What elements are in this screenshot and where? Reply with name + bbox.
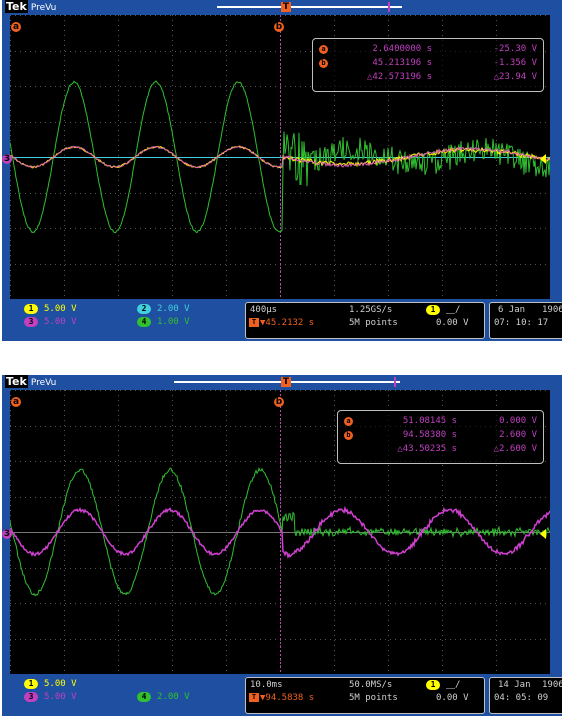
cursor-b-row: b 45.213196 s -1.356 V [313, 58, 543, 70]
trigger-source: 1 ⎽/ [426, 680, 460, 690]
ch3-scale[interactable]: 3 5.00 V [24, 692, 77, 703]
record-length: 5M points [349, 693, 398, 703]
cursor-a-badge: a [319, 45, 328, 54]
overview-window-marker [394, 377, 396, 387]
cursor-delta-time: △42.573196 s [366, 72, 432, 82]
ch4-trace [10, 467, 550, 597]
date-time-panel: 14 Jan 1906 04: 05: 09 [489, 677, 562, 714]
clock-time: 04: 05: 09 [494, 693, 549, 703]
cursor-a-time: 51.08145 s [402, 416, 457, 426]
cursor-b-time: 94.58380 s [402, 430, 457, 440]
year: 1906 [542, 305, 562, 315]
brand-logo: Tek PreVu [5, 375, 57, 388]
cursor-a-value: 0.000 V [499, 416, 537, 426]
trigger-level: 0.00 V [436, 693, 469, 703]
horizontal-trigger-panel[interactable]: 10.0ms 50.0MS/s T ▼94.5838 s 5M points 1 ⎽… [245, 677, 485, 714]
record-overview-bar [217, 6, 402, 8]
status-bar: 1 5.00 V 3 5.00 V 2 2.00 V 4 1.00 V 400µs 1.… [2, 300, 562, 341]
ch3-ground-marker[interactable]: 3 [2, 154, 12, 164]
waveform-display[interactable]: a 51.08145 s 0.000 V b 94.58380 s 2.600 … [10, 390, 550, 674]
waveform-graticule [10, 15, 550, 299]
cursor-delta-row: △42.573196 s △23.94 V [313, 72, 543, 84]
cursor-b-value: 2.600 V [499, 430, 537, 440]
ch2-scale[interactable]: 2 2.00 V [137, 304, 190, 315]
cursor-b-top-marker[interactable]: b [274, 22, 284, 32]
oscilloscope-screen-1: Tek PreVu T a 2.6400000 s -25.30 V b 45.2… [2, 0, 562, 341]
trigger-level-arrow-icon[interactable] [540, 154, 546, 164]
trigger-top-marker[interactable]: T [281, 377, 291, 387]
year: 1906 [542, 680, 562, 690]
trigger-icon: T [249, 318, 259, 327]
trigger-level: 0.00 V [436, 318, 469, 328]
ch4-scale[interactable]: 4 1.00 V [137, 317, 190, 328]
cursor-a-value: -25.30 V [493, 44, 537, 54]
waveform-graticule [10, 390, 550, 674]
horizontal-position: T ▼94.5838 s [249, 693, 314, 703]
date: 6 Jan [498, 305, 526, 315]
ch1-scale[interactable]: 1 5.00 V [24, 679, 77, 690]
top-bar: Tek PreVu T [2, 375, 562, 389]
cursor-a-badge: a [344, 417, 353, 426]
ch3-scale[interactable]: 3 5.00 V [24, 317, 77, 328]
cursor-b-time: 45.213196 s [372, 58, 432, 68]
oscilloscope-screen-2: Tek PreVu T a 51.08145 s 0.000 V b 94.583… [2, 375, 562, 716]
ch3-ground-marker[interactable]: 3 [2, 529, 12, 539]
cursor-readout: a 51.08145 s 0.000 V b 94.58380 s 2.600 … [337, 410, 544, 464]
status-bar: 1 5.00 V 3 5.00 V 4 2.00 V 10.0ms 50.0MS/s … [2, 675, 562, 716]
ch3-trace [10, 505, 550, 560]
reference-a-marker[interactable]: a [11, 22, 21, 32]
trigger-slope-icon: ⎽/ [446, 680, 461, 690]
ch3-trace [10, 145, 550, 169]
record-length: 5M points [349, 318, 398, 328]
brand-logo: Tek PreVu [5, 0, 57, 13]
trigger-level-arrow-icon[interactable] [540, 529, 546, 539]
cursor-delta-time: △43.50235 s [397, 444, 457, 454]
cursor-b-row: b 94.58380 s 2.600 V [338, 430, 543, 442]
ch4-scale[interactable]: 4 2.00 V [137, 692, 190, 703]
sample-rate: 50.0MS/s [349, 680, 393, 690]
cursor-b-value: -1.356 V [493, 58, 537, 68]
cursor-b-top-marker[interactable]: b [274, 397, 284, 407]
top-bar: Tek PreVu T [2, 0, 562, 14]
cursor-delta-value: △2.600 V [493, 444, 537, 454]
trigger-source: 1 ⎽/ [426, 305, 460, 315]
cursor-delta-row: △43.50235 s △2.600 V [338, 444, 543, 456]
timebase: 400µs [250, 305, 278, 315]
timebase: 10.0ms [250, 680, 283, 690]
mode-label: PreVu [30, 3, 57, 13]
cursor-a-time: 2.6400000 s [372, 44, 432, 54]
sample-rate: 1.25GS/s [349, 305, 393, 315]
horizontal-position: T ▼45.2132 s [249, 318, 314, 328]
date-time-panel: 6 Jan 1906 07: 10: 17 [489, 302, 562, 339]
mode-label: PreVu [30, 378, 57, 388]
date: 14 Jan [498, 680, 531, 690]
cursor-readout: a 2.6400000 s -25.30 V b 45.213196 s -1.… [312, 38, 544, 92]
overview-window-marker [388, 2, 390, 12]
cursor-a-row: a 51.08145 s 0.000 V [338, 416, 543, 428]
reference-a-marker[interactable]: a [11, 397, 21, 407]
ch1-scale[interactable]: 1 5.00 V [24, 304, 77, 315]
trigger-icon: T [249, 693, 259, 702]
trigger-top-marker[interactable]: T [281, 2, 291, 12]
trigger-slope-icon: ⎽/ [446, 305, 461, 315]
clock-time: 07: 10: 17 [494, 318, 549, 328]
cursor-b-badge: b [319, 59, 328, 68]
cursor-b-badge: b [344, 431, 353, 440]
waveform-display[interactable]: a 2.6400000 s -25.30 V b 45.213196 s -1.… [10, 15, 550, 299]
ch4-trace [10, 80, 550, 234]
cursor-delta-value: △23.94 V [493, 72, 537, 82]
horizontal-trigger-panel[interactable]: 400µs 1.25GS/s T ▼45.2132 s 5M points 1 ⎽/… [245, 302, 485, 339]
cursor-a-row: a 2.6400000 s -25.30 V [313, 44, 543, 56]
